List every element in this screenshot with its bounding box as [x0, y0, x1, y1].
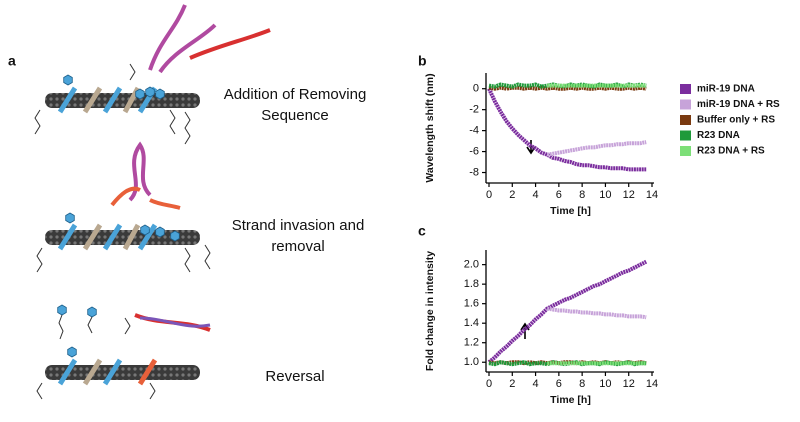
x-tick-label: 12 [623, 378, 635, 390]
x-tick-label: 14 [646, 378, 658, 390]
legend-label: R23 DNA + RS [697, 146, 765, 157]
y-axis-title: Fold change in intensity [424, 251, 436, 371]
y-tick-label: -4 [469, 125, 479, 137]
x-tick-label: 2 [509, 378, 515, 390]
panel-label: c [418, 223, 426, 239]
legend-label: Buffer only + RS [697, 115, 775, 126]
step-text: removal [271, 238, 324, 255]
legend-label: miR-19 DNA + RS [697, 99, 780, 110]
schematic-step: Strand invasion and removal [36, 141, 365, 273]
data-line [546, 306, 647, 320]
data-line [546, 140, 647, 157]
y-tick-label: 2.0 [464, 259, 479, 271]
y-tick-label: 1.4 [464, 317, 479, 329]
step-text: Sequence [261, 107, 329, 124]
y-tick-label: 1.6 [464, 298, 479, 310]
x-axis-title: Time [h] [550, 205, 591, 217]
step-text: Addition of Removing [224, 86, 367, 103]
y-tick-label: -8 [469, 166, 479, 178]
y-axis-title: Wavelength shift (nm) [424, 73, 436, 182]
x-tick-label: 12 [623, 189, 635, 201]
step-text: Reversal [265, 368, 324, 385]
data-line [487, 259, 648, 364]
legend-label: miR-19 DNA [697, 84, 755, 95]
x-tick-label: 14 [646, 189, 658, 201]
y-tick-label: -6 [469, 145, 479, 157]
step-text: Strand invasion and [232, 217, 365, 234]
panel-label: b [418, 53, 427, 69]
x-tick-label: 4 [533, 378, 539, 390]
x-tick-label: 8 [579, 189, 585, 201]
panel-label: a [8, 53, 16, 69]
x-axis-title: Time [h] [550, 394, 591, 406]
legend-swatch [680, 115, 691, 125]
x-tick-label: 4 [533, 189, 539, 201]
y-tick-label: 1.2 [464, 337, 479, 349]
y-tick-label: 1.8 [464, 278, 479, 290]
x-tick-label: 6 [556, 189, 562, 201]
legend-swatch [680, 146, 691, 156]
legend-swatch [680, 84, 691, 94]
data-line [487, 87, 647, 172]
x-tick-label: 6 [556, 378, 562, 390]
schematic-step: Reversal [36, 304, 325, 400]
x-tick-label: 0 [486, 378, 492, 390]
x-tick-label: 2 [509, 189, 515, 201]
legend-swatch [680, 130, 691, 141]
x-tick-label: 8 [579, 378, 585, 390]
legend-label: R23 DNA [697, 130, 740, 141]
data-line [488, 85, 647, 91]
x-tick-label: 10 [599, 378, 611, 390]
x-tick-label: 10 [599, 189, 611, 201]
legend-swatch [680, 99, 691, 110]
y-tick-label: 0 [473, 83, 479, 95]
x-tick-label: 0 [486, 189, 492, 201]
schematic-step: Addition of Removing Sequence [34, 4, 367, 145]
y-tick-label: 1.0 [464, 356, 479, 368]
y-tick-label: -2 [469, 104, 479, 116]
